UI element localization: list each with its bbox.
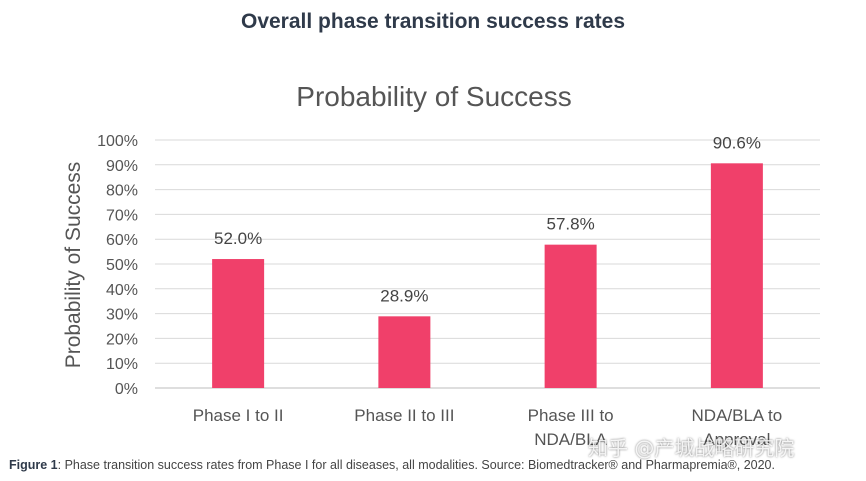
value-labels: 52.0% 28.9% 57.8% 90.6% — [214, 133, 761, 305]
y-tick-label: 30% — [106, 307, 138, 324]
bar — [544, 244, 597, 388]
bar — [212, 259, 265, 388]
y-axis-label: Probability of Success — [62, 162, 85, 369]
y-tick-label: 80% — [106, 183, 138, 200]
value-label: 28.9% — [380, 286, 428, 305]
y-tick-label: 0% — [115, 381, 138, 398]
y-tick-labels: 0% 10% 20% 30% 40% 50% 60% 70% 80% 90% 100% — [97, 133, 138, 398]
x-tick-label: Approval — [703, 430, 770, 449]
x-tick-label: NDA/BLA to — [692, 406, 783, 425]
grid-lines — [155, 139, 820, 389]
x-tick-label: Phase I to II — [193, 406, 284, 425]
y-tick-label: 60% — [106, 232, 138, 249]
y-tick-label: 100% — [97, 133, 138, 150]
bars — [212, 163, 763, 388]
bar — [378, 316, 431, 388]
value-label: 57.8% — [547, 215, 595, 234]
figure-caption: Figure 1: Phase transition success rates… — [9, 458, 775, 472]
watermark: 知乎 @产城战略研究院 — [588, 436, 795, 460]
y-tick-label: 70% — [106, 207, 138, 224]
y-tick-label: 40% — [106, 282, 138, 299]
bar-chart: Probability of Success Probability of Su… — [62, 81, 820, 449]
page-title: Overall phase transition success rates — [240, 10, 626, 33]
y-tick-label: 50% — [106, 257, 138, 274]
y-tick-label: 20% — [106, 331, 138, 348]
x-tick-label: Phase II to III — [354, 406, 454, 425]
value-label: 52.0% — [214, 229, 262, 248]
caption-label: Figure 1 — [9, 458, 58, 472]
y-tick-label: 90% — [106, 158, 138, 175]
value-label: 90.6% — [713, 133, 761, 152]
y-tick-label: 10% — [106, 356, 138, 373]
bar — [710, 163, 763, 388]
x-tick-label: NDA/BLA — [534, 430, 607, 449]
caption-text: : Phase transition success rates from Ph… — [57, 458, 775, 472]
chart-title: Probability of Success — [296, 81, 571, 112]
x-tick-labels: Phase I to II Phase II to III Phase III to… — [193, 406, 782, 449]
x-tick-label: Phase III to — [528, 406, 614, 425]
